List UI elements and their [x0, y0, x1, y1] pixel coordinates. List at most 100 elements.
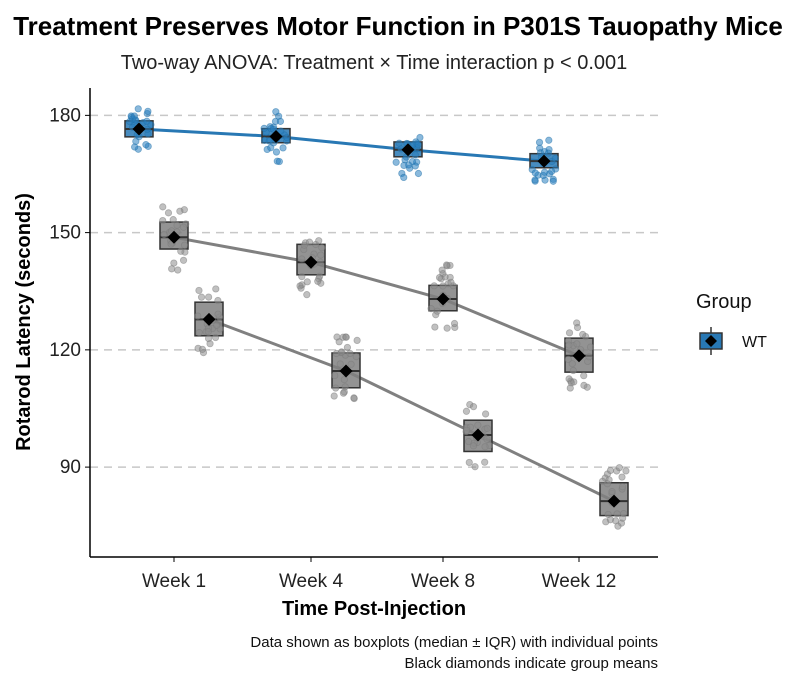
chart-title: Treatment Preserves Motor Function in P3…: [13, 11, 783, 41]
x-axis-title: Time Post-Injection: [282, 598, 466, 620]
data-point: [465, 458, 473, 467]
mean-diamond-series-2-1: [167, 230, 181, 244]
data-point: [343, 343, 352, 352]
data-point: [450, 319, 459, 328]
data-point: [545, 136, 553, 144]
x-tick-label-2: Week 4: [279, 571, 344, 592]
data-point: [622, 467, 630, 475]
data-point: [194, 312, 202, 320]
data-point: [433, 307, 441, 315]
mean-line-series-2: [173, 235, 580, 358]
data-point: [613, 510, 621, 518]
data-point: [267, 144, 275, 152]
chart-subtitle: Two-way ANOVA: Treatment × Time interact…: [121, 52, 628, 74]
data-point: [159, 203, 167, 211]
data-point: [331, 371, 339, 380]
data-layer: [124, 105, 630, 530]
data-point: [414, 169, 423, 178]
data-point: [126, 118, 134, 126]
series-group-2: [159, 203, 595, 392]
data-point: [483, 435, 491, 443]
data-point: [214, 296, 222, 305]
caption-line-2: Black diamonds indicate group means: [405, 655, 658, 672]
data-point: [272, 148, 281, 156]
legend: Group WT: [696, 291, 767, 355]
data-point: [352, 353, 360, 361]
mean-diamond-series-3-2: [339, 364, 353, 378]
data-point: [131, 143, 139, 151]
data-point: [447, 278, 455, 286]
data-point: [353, 336, 361, 344]
data-point: [463, 426, 471, 434]
data-point: [195, 329, 203, 337]
legend-key-wt: [699, 327, 723, 355]
grid-lines: [90, 114, 658, 468]
data-point: [303, 291, 311, 299]
mean-diamond-series-3-1: [202, 312, 216, 326]
data-point: [205, 293, 213, 301]
data-point: [573, 323, 582, 332]
mean-line-series-1: [138, 127, 545, 163]
data-point: [620, 509, 628, 518]
data-point: [179, 223, 188, 231]
data-point: [548, 167, 556, 176]
data-point: [275, 157, 283, 166]
data-point: [347, 360, 355, 368]
data-point: [474, 421, 482, 429]
data-point: [336, 360, 344, 368]
y-tick-label-180: 180: [49, 105, 81, 126]
data-point: [339, 389, 348, 397]
data-point: [346, 349, 354, 358]
mean-diamond-series-3-4: [607, 494, 621, 508]
y-axis-title: Rotarod Latency (seconds): [13, 193, 35, 451]
data-point: [303, 278, 311, 286]
data-point: [276, 117, 285, 125]
caption-line-1: Data shown as boxplots (median ± IQR) wi…: [250, 634, 658, 651]
data-point: [176, 207, 184, 215]
data-point: [585, 353, 593, 361]
data-point: [144, 107, 152, 115]
data-point: [198, 345, 207, 353]
data-point: [206, 340, 214, 348]
mean-line-series-3: [208, 317, 615, 503]
data-point: [330, 392, 338, 400]
data-point: [143, 117, 151, 125]
data-point: [298, 272, 306, 281]
data-point: [400, 161, 408, 170]
data-point: [315, 237, 323, 245]
data-point: [340, 376, 348, 384]
data-point: [265, 137, 273, 145]
data-point: [130, 112, 138, 120]
x-tick-label-1: Week 1: [142, 571, 206, 592]
data-point: [212, 285, 220, 293]
data-point: [608, 488, 616, 496]
data-point: [160, 230, 168, 239]
data-point: [431, 323, 439, 331]
data-point: [469, 403, 478, 411]
data-point: [586, 343, 595, 351]
data-point: [414, 140, 422, 149]
data-point: [439, 282, 447, 290]
data-point: [332, 384, 340, 392]
mean-diamond-series-3-3: [471, 428, 485, 442]
data-point: [618, 483, 627, 491]
x-tick-label-3: Week 8: [411, 571, 475, 592]
data-point: [481, 458, 489, 466]
y-tick-label-150: 150: [49, 223, 81, 244]
data-point: [177, 247, 185, 255]
data-point: [167, 240, 175, 248]
data-point: [531, 169, 539, 177]
data-point: [544, 149, 553, 157]
x-axis-ticks: Week 1 Week 4 Week 8 Week 12: [142, 557, 616, 592]
data-point: [350, 394, 358, 402]
series-group-1: [124, 105, 560, 185]
legend-key-diamond: [705, 335, 717, 347]
data-point: [408, 157, 417, 166]
data-point: [568, 360, 576, 368]
data-point: [164, 209, 173, 217]
data-point: [159, 216, 167, 225]
data-point: [462, 407, 471, 415]
data-point: [134, 105, 142, 113]
data-point: [179, 256, 188, 264]
data-point: [314, 277, 322, 285]
